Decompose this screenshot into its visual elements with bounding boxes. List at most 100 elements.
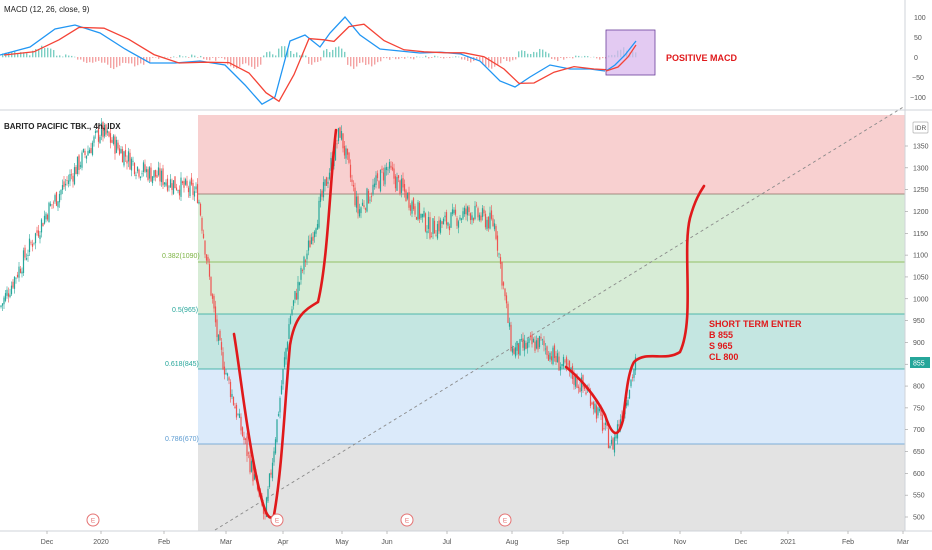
- candle-body: [589, 392, 592, 407]
- macd-bar: [182, 56, 184, 58]
- candle-body: [454, 209, 457, 215]
- candle-body: [598, 408, 601, 411]
- candle-body: [391, 167, 394, 170]
- macd-pane: MACD (12, 26, close, 9) POSITIVE MACD 10…: [0, 0, 932, 111]
- macd-bar: [569, 57, 571, 58]
- candle-body: [351, 179, 353, 182]
- earnings-marker[interactable]: [498, 513, 512, 527]
- candle-body: [499, 257, 502, 264]
- macd-bar: [266, 52, 268, 58]
- candle-body: [633, 369, 635, 378]
- candle-body: [22, 250, 25, 274]
- currency-badge[interactable]: [912, 121, 929, 134]
- candle-body: [528, 338, 530, 344]
- macd-bar: [179, 55, 181, 58]
- candle-body: [315, 228, 317, 234]
- candle-body: [60, 189, 62, 195]
- macd-bar: [188, 57, 190, 58]
- earnings-marker[interactable]: [86, 513, 100, 527]
- candle-body: [549, 352, 551, 360]
- candle-body: [33, 242, 35, 244]
- candle-body: [511, 348, 514, 353]
- candle-body: [207, 256, 209, 262]
- candle-body: [298, 282, 301, 286]
- candle-body: [631, 377, 634, 379]
- candle-body: [579, 387, 581, 393]
- candle-body: [415, 216, 418, 220]
- macd-bar: [86, 57, 88, 63]
- zone-green: [198, 194, 905, 314]
- macd-bar: [443, 57, 445, 59]
- macd-bar: [194, 55, 196, 58]
- candle-body: [297, 281, 299, 300]
- macd-bar: [320, 57, 322, 61]
- macd-bar: [338, 46, 340, 58]
- candle-body: [424, 213, 427, 232]
- candle-body: [85, 155, 88, 159]
- earnings-marker[interactable]: [270, 513, 284, 527]
- price-tick-label: 1000: [913, 296, 929, 303]
- candle-body: [216, 319, 218, 338]
- candle-body: [154, 169, 157, 177]
- candle-body: [187, 187, 190, 193]
- candle-body: [148, 167, 151, 179]
- candle-body: [94, 131, 97, 134]
- macd-bar: [119, 57, 121, 66]
- candle-body: [355, 196, 358, 208]
- candle-body: [105, 124, 107, 135]
- candle-body: [57, 201, 59, 208]
- candle-body: [183, 181, 185, 188]
- candle-body: [147, 169, 149, 181]
- macd-bar: [449, 57, 451, 59]
- macd-bar: [458, 56, 460, 58]
- candle-body: [102, 122, 104, 138]
- candle-body: [375, 175, 377, 185]
- candle-body: [522, 338, 524, 348]
- candle-body: [168, 186, 170, 188]
- macd-bar: [65, 54, 67, 58]
- candle-body: [96, 130, 98, 132]
- candle-body: [286, 342, 289, 350]
- macd-bar: [101, 57, 103, 63]
- candle-body: [15, 277, 17, 279]
- candle-body: [483, 209, 485, 214]
- candle-body: [277, 414, 280, 416]
- candle-body: [348, 152, 350, 163]
- candle-body: [291, 309, 293, 315]
- macd-bar: [239, 57, 241, 67]
- candle-body: [6, 289, 8, 296]
- candle-body: [106, 130, 109, 133]
- candle-body: [273, 451, 275, 463]
- price-tick-label: 1300: [913, 165, 929, 172]
- candle-body: [42, 223, 44, 227]
- macd-bar: [2, 53, 4, 58]
- macd-bar: [359, 57, 361, 64]
- time-tick-label: Mar: [220, 539, 233, 546]
- macd-bar: [530, 54, 532, 58]
- candle-body: [195, 186, 197, 190]
- macd-bar: [545, 51, 547, 58]
- macd-bar: [395, 57, 397, 60]
- candle-body: [307, 240, 310, 251]
- macd-bar: [584, 55, 586, 58]
- trade-note-line: SHORT TERM ENTER: [709, 319, 802, 329]
- macd-bar: [512, 57, 514, 61]
- zone-gray: [198, 444, 905, 531]
- earnings-marker[interactable]: [400, 513, 414, 527]
- macd-bar: [59, 55, 61, 58]
- candle-body: [91, 142, 94, 155]
- macd-bar: [44, 48, 46, 58]
- macd-bar: [389, 57, 391, 60]
- candle-body: [72, 175, 74, 182]
- candle-body: [591, 402, 593, 405]
- macd-bar: [56, 55, 58, 58]
- candle-body: [163, 182, 166, 185]
- candle-body: [135, 174, 137, 176]
- candle-body: [52, 202, 55, 204]
- candle-body: [24, 247, 26, 258]
- macd-bar: [500, 57, 502, 64]
- candle-body: [75, 166, 77, 175]
- candle-body: [349, 164, 352, 178]
- candle-body: [262, 506, 265, 514]
